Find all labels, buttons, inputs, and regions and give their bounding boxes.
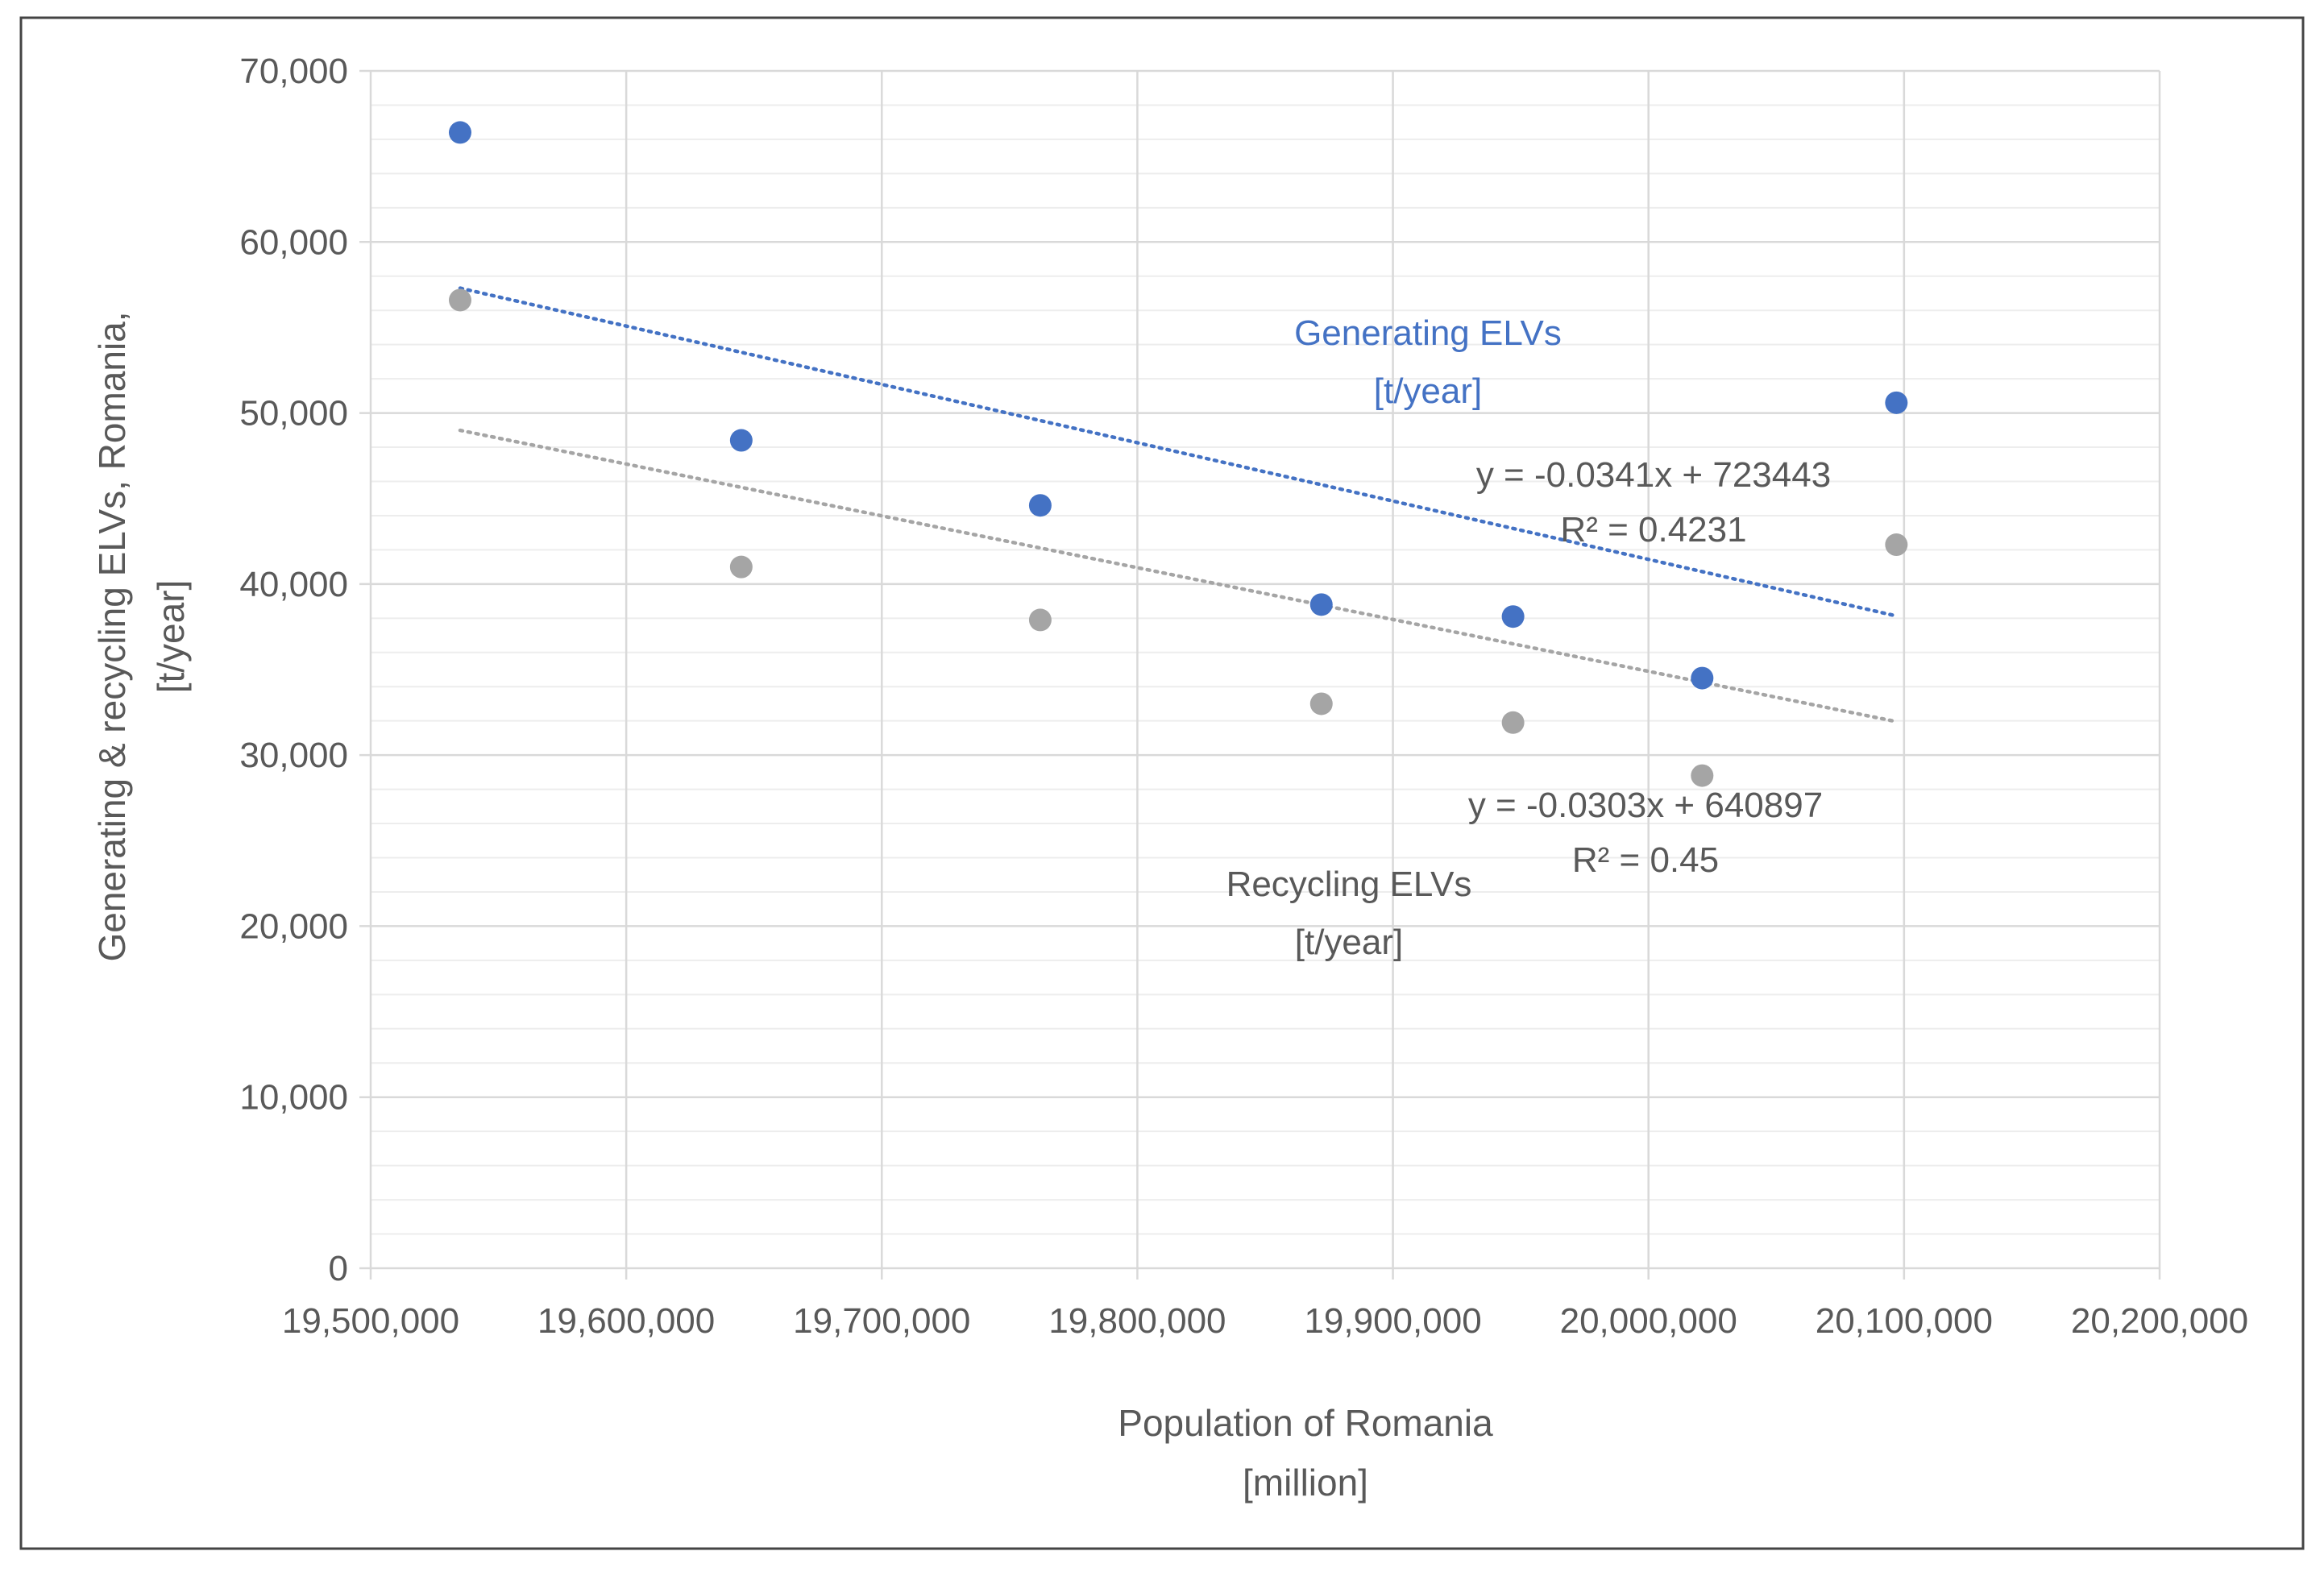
recycling-point (1885, 533, 1908, 557)
y-axis-unit: [t/year] (150, 580, 192, 694)
generating-series-label: Generating ELVs (1294, 313, 1562, 353)
x-tick-label: 19,500,000 (282, 1301, 459, 1341)
grid-lines (359, 69, 2161, 1280)
x-tick-label: 19,800,000 (1048, 1301, 1226, 1341)
y-tick-label: 10,000 (239, 1078, 348, 1118)
y-tick-label: 40,000 (239, 565, 348, 604)
recycling-point (729, 555, 753, 579)
axes: 0 10,000 20,000 30,000 40,000 50,000 60,000 70,… (239, 52, 2248, 1341)
generating-point (1691, 666, 1714, 690)
generating-point (729, 429, 753, 452)
recycling-trend-r2: R² = 0.45 (1572, 840, 1719, 880)
generating-point (1885, 391, 1908, 414)
annotations: Generating ELVs [t/year] y = -0.0341x + … (91, 311, 1831, 1504)
x-tick-label: 19,600,000 (537, 1301, 715, 1341)
generating-point (449, 121, 471, 144)
generating-point (1028, 494, 1052, 517)
y-tick-label: 60,000 (239, 222, 348, 262)
trendlines (458, 286, 1899, 724)
recycling-point (1028, 608, 1052, 632)
data-points (449, 121, 1908, 787)
y-tick-label: 50,000 (239, 394, 348, 433)
x-axis-title: Population of Romania (1118, 1402, 1493, 1444)
y-tick-label: 20,000 (239, 906, 348, 946)
generating-trend-r2: R² = 0.4231 (1560, 510, 1746, 550)
generating-trendline (458, 286, 1899, 618)
y-tick-label: 70,000 (239, 52, 348, 91)
x-tick-label: 19,700,000 (793, 1301, 970, 1341)
y-tick-label: 30,000 (239, 736, 348, 775)
y-axis-title: Generating & recycling ELVs, Romania, (91, 311, 133, 961)
generating-point (1309, 593, 1333, 616)
chart-frame (19, 16, 2305, 1550)
generating-trend-equation: y = -0.0341x + 723443 (1476, 455, 1831, 495)
recycling-series-unit: [t/year] (1295, 923, 1404, 962)
x-tick-label: 20,000,000 (1560, 1301, 1737, 1341)
recycling-point (1691, 764, 1714, 787)
x-axis-unit: [million] (1243, 1462, 1368, 1504)
y-tick-label: 0 (329, 1249, 348, 1288)
recycling-trend-equation: y = -0.0303x + 640897 (1468, 786, 1823, 825)
recycling-series-label: Recycling ELVs (1226, 865, 1472, 904)
recycling-point (1501, 711, 1525, 734)
generating-point (1501, 605, 1525, 628)
generating-series-unit: [t/year] (1374, 371, 1483, 411)
x-tick-label: 19,900,000 (1304, 1301, 1481, 1341)
recycling-trendline (458, 428, 1899, 724)
recycling-point (1309, 692, 1333, 715)
recycling-point (449, 288, 471, 312)
x-tick-label: 20,100,000 (1816, 1301, 1993, 1341)
x-tick-label: 20,200,000 (2071, 1301, 2248, 1341)
